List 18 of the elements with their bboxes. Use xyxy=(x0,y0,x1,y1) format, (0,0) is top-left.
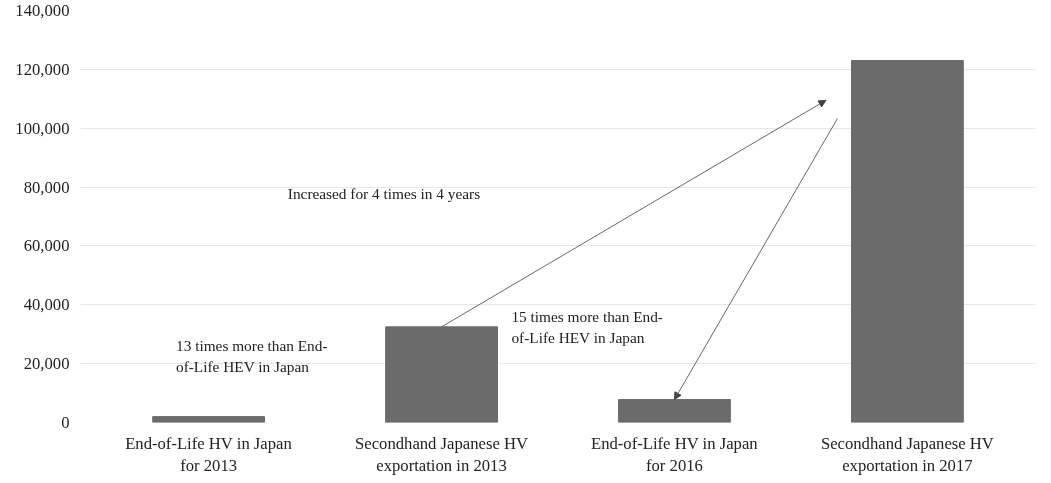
y-tick-label: 0 xyxy=(61,413,70,432)
annotation: 13 times more than End- of-Life HEV in Japan xyxy=(176,337,328,375)
x-tick-label: End-of-Life HV in Japan for 2016 xyxy=(590,433,759,476)
bar xyxy=(618,399,731,423)
bar xyxy=(152,416,266,423)
annotation: Increased for 4 times in 4 years xyxy=(287,185,481,203)
y-tick-label: 120,000 xyxy=(15,59,70,79)
y-tick-label: 60,000 xyxy=(23,236,70,256)
y-tick-label: 100,000 xyxy=(15,118,70,138)
annotation: 15 times more than End- of-Life HEV in Japan xyxy=(511,308,663,346)
x-tick-label: Secondhand Japanese HV exportation in 2017 xyxy=(820,433,994,476)
y-tick-label: 80,000 xyxy=(23,177,70,197)
y-tick-label: 40,000 xyxy=(23,295,70,315)
y-tick-label: 140,000 xyxy=(15,1,70,20)
x-tick-label: End-of-Life HV in Japan for 2013 xyxy=(125,433,293,476)
y-tick-label: 20,000 xyxy=(23,354,70,374)
x-tick-label: Secondhand Japanese HV exportation in 2013 xyxy=(355,433,529,476)
bar xyxy=(850,60,964,423)
